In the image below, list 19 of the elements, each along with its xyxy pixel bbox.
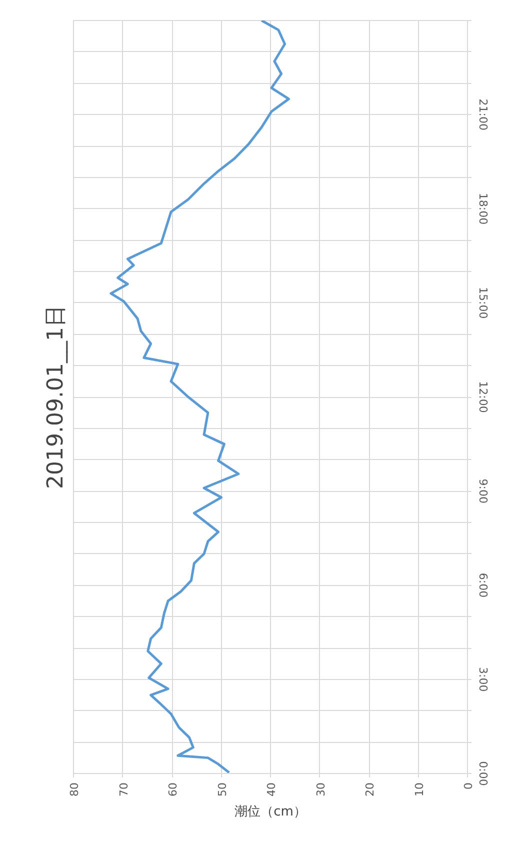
x-axis-title: 潮位（cm） — [234, 804, 306, 820]
x-tick-label: 30 — [314, 782, 328, 796]
x-tick-label: 10 — [412, 782, 426, 796]
y-tick-label: 21:00 — [476, 98, 490, 130]
x-tick-label: 50 — [216, 782, 229, 796]
y-tick-label: 18:00 — [476, 192, 490, 225]
y-tick-label: 15:00 — [476, 287, 490, 319]
x-tick-label: 40 — [265, 782, 278, 796]
y-tick-label: 0:00 — [476, 761, 490, 786]
x-tick-label: 0 — [462, 782, 475, 790]
x-tick-label: 20 — [364, 782, 376, 796]
text: 2019.09.01__1日 — [44, 305, 68, 489]
x-tick-label: 60 — [166, 782, 180, 796]
y-tick-label: 12:00 — [476, 381, 490, 413]
y-tick-label: 9:00 — [476, 478, 490, 504]
x-tick-label: 80 — [68, 782, 81, 796]
y-tick-label: 3:00 — [476, 667, 490, 692]
y-tick-label: 6:00 — [476, 572, 490, 598]
x-tick-label: 70 — [117, 782, 130, 796]
